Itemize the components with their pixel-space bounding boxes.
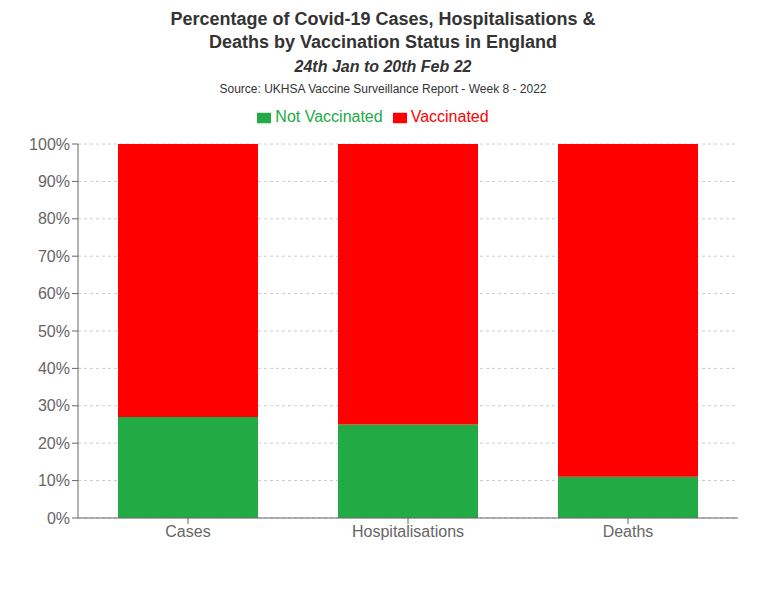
svg-text:Cases: Cases xyxy=(165,523,210,540)
svg-text:30%: 30% xyxy=(38,397,70,414)
html-text:Percentage of Covid-19 Cases,: Percentage of Covid-19 Cases, Hospitalis… xyxy=(170,9,596,29)
html-text:24th Jan to 20th Feb 22: 24th Jan to 20th Feb 22 xyxy=(294,58,472,75)
svg-text:10%: 10% xyxy=(38,472,70,489)
svg-text:Hospitalisations: Hospitalisations xyxy=(352,523,464,540)
html-text:Deaths by Vaccination Status i: Deaths by Vaccination Status in England xyxy=(209,32,557,52)
html-text:Source: UKHSA Vaccine Surveill: Source: UKHSA Vaccine Surveillance Repor… xyxy=(219,82,547,96)
svg-text:60%: 60% xyxy=(38,285,70,302)
svg-text:70%: 70% xyxy=(38,248,70,265)
html-text:Vaccinated: Vaccinated xyxy=(410,108,489,125)
svg-text:0%: 0% xyxy=(47,510,70,527)
svg-text:50%: 50% xyxy=(38,323,70,340)
svg-text:100%: 100% xyxy=(29,136,70,153)
svg-text:20%: 20% xyxy=(38,435,70,452)
svg-text:80%: 80% xyxy=(38,210,70,227)
svg-text:90%: 90% xyxy=(38,173,70,190)
svg-text:40%: 40% xyxy=(38,360,70,377)
svg-text:Deaths: Deaths xyxy=(603,523,654,540)
html-text:Not Vaccinated: Not Vaccinated xyxy=(275,108,383,125)
